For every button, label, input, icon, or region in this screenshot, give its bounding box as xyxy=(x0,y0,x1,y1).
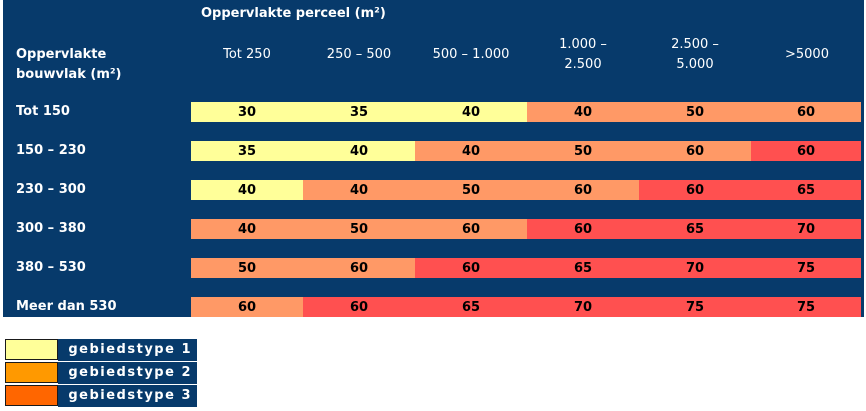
table-cell: 40 xyxy=(415,102,527,122)
column-header-line1: >5000 xyxy=(785,47,829,62)
table-cell: 40 xyxy=(303,180,415,200)
column-header-line1: 500 – 1.000 xyxy=(432,47,510,62)
table-cell: 60 xyxy=(527,180,639,200)
legend-label: gebiedstype 3 xyxy=(58,385,197,407)
row-axis-title: Oppervlakte bouwvlak (m²) xyxy=(16,45,122,85)
table-cell: 30 xyxy=(191,102,303,122)
row-header: 230 – 300 xyxy=(16,182,86,197)
column-header-line2: 2.500 xyxy=(564,57,602,72)
column-header-line1: Tot 250 xyxy=(223,47,271,62)
table-cell: 60 xyxy=(303,297,415,317)
table-cell: 60 xyxy=(751,141,861,161)
table-cell: 50 xyxy=(303,219,415,239)
table-cell: 35 xyxy=(191,141,303,161)
legend-label: gebiedstype 1 xyxy=(58,339,197,361)
row-header: Tot 150 xyxy=(16,104,70,119)
column-header: 1.000 – 2.500 xyxy=(527,34,639,76)
row-header: 150 – 230 xyxy=(16,143,86,158)
row-axis-title-line2: bouwvlak (m²) xyxy=(16,67,122,82)
column-header-line2: 5.000 xyxy=(676,57,714,72)
legend-item: gebiedstype 1 xyxy=(5,339,197,361)
table-cell: 40 xyxy=(527,102,639,122)
table-cell: 60 xyxy=(639,141,751,161)
table-cell: 65 xyxy=(751,180,861,200)
table-cell: 60 xyxy=(191,297,303,317)
table-cell: 50 xyxy=(191,258,303,278)
table-cell: 75 xyxy=(751,297,861,317)
table-cell: 70 xyxy=(527,297,639,317)
table-cell: 70 xyxy=(751,219,861,239)
column-header-line1: 1.000 – xyxy=(559,37,607,52)
table-cell: 65 xyxy=(415,297,527,317)
column-header: 250 – 500 xyxy=(303,34,415,76)
table-cell: 60 xyxy=(751,102,861,122)
table-cell: 40 xyxy=(303,141,415,161)
table-cell: 65 xyxy=(527,258,639,278)
table-cell: 75 xyxy=(751,258,861,278)
column-header-line1: 250 – 500 xyxy=(326,47,392,62)
table-cell: 60 xyxy=(415,258,527,278)
table-cell: 50 xyxy=(415,180,527,200)
table-cell: 50 xyxy=(527,141,639,161)
legend-swatch xyxy=(5,385,58,406)
column-header: Tot 250 xyxy=(191,34,303,76)
table-cell: 60 xyxy=(527,219,639,239)
table-cell: 35 xyxy=(303,102,415,122)
table-cell: 60 xyxy=(415,219,527,239)
legend: gebiedstype 1 gebiedstype 2 gebiedstype 3 xyxy=(5,339,197,407)
legend-item: gebiedstype 3 xyxy=(5,385,197,407)
row-header: Meer dan 530 xyxy=(16,299,117,314)
row-header: 380 – 530 xyxy=(16,260,86,275)
table-cell: 75 xyxy=(639,297,751,317)
legend-swatch xyxy=(5,339,58,360)
legend-swatch xyxy=(5,362,58,383)
column-header: 500 – 1.000 xyxy=(415,34,527,76)
column-axis-title: Oppervlakte perceel (m²) xyxy=(201,6,386,21)
column-header-line1: 2.500 – xyxy=(671,37,719,52)
column-header: >5000 xyxy=(751,34,863,76)
table-cell: 50 xyxy=(639,102,751,122)
table-cell: 70 xyxy=(639,258,751,278)
table-cell: 40 xyxy=(191,219,303,239)
legend-item: gebiedstype 2 xyxy=(5,362,197,384)
table-cell: 40 xyxy=(191,180,303,200)
table-cell: 60 xyxy=(639,180,751,200)
legend-label: gebiedstype 2 xyxy=(58,362,197,384)
table-cell: 65 xyxy=(639,219,751,239)
column-header: 2.500 – 5.000 xyxy=(639,34,751,76)
parking-norm-matrix: Oppervlakte perceel (m²) Oppervlakte bou… xyxy=(3,0,864,317)
row-axis-title-line1: Oppervlakte xyxy=(16,47,107,62)
table-cell: 60 xyxy=(303,258,415,278)
table-cell: 40 xyxy=(415,141,527,161)
row-header: 300 – 380 xyxy=(16,221,86,236)
